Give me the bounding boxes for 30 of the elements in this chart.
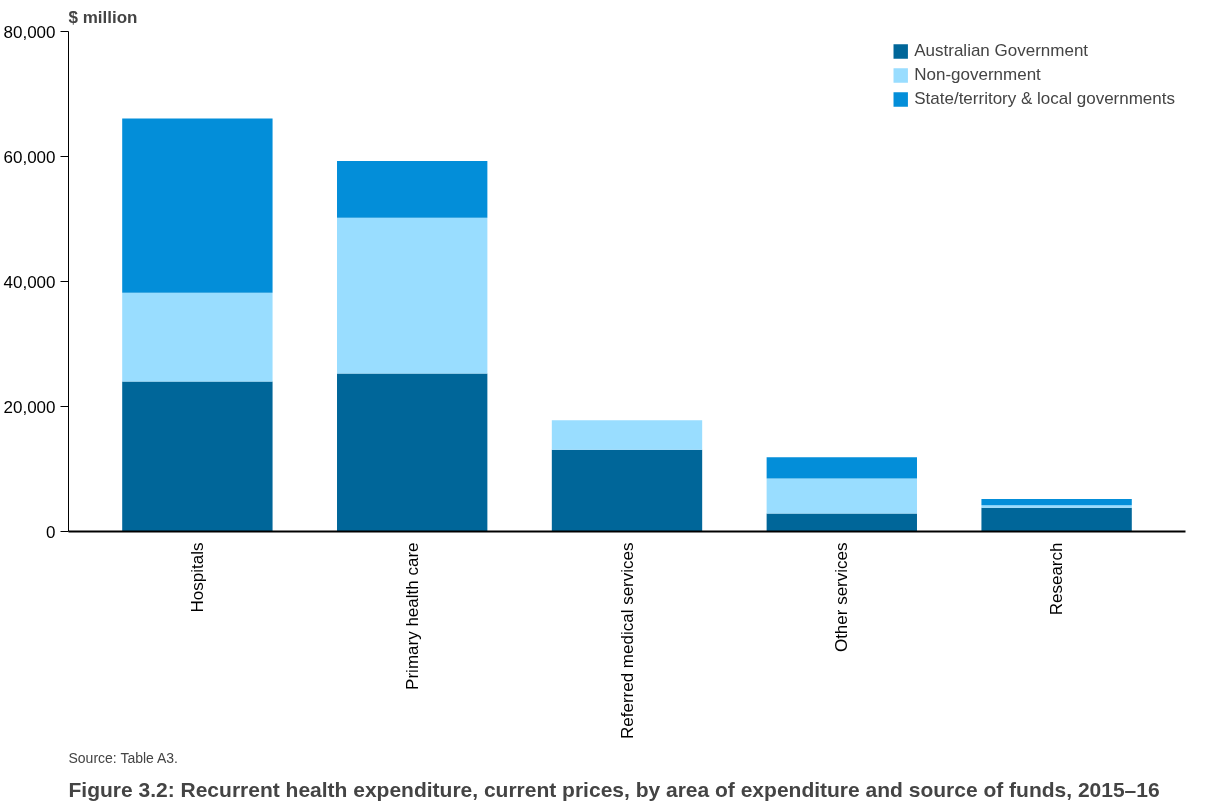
source-note: Source: Table A3. [68,749,178,766]
y-tick-label: 80,000 [3,22,56,42]
bar [981,507,1132,532]
bar [551,420,703,450]
y-axis-title: $ million [68,7,138,27]
bar [981,505,1132,508]
bar [337,217,488,374]
bar [122,381,273,532]
x-tick-label: Other services [832,542,852,653]
legend-label: State/territory & local governments [914,89,1175,109]
x-tick-label: Research [1047,542,1067,616]
bar [766,457,917,479]
x-tick-label: Referred medical services [617,542,637,740]
y-tick-label: 40,000 [3,272,56,292]
y-tick-label: 20,000 [3,397,56,417]
bar [122,292,273,382]
bar [981,499,1132,506]
x-tick-label: Hospitals [187,542,207,613]
bar [766,513,917,532]
y-tick-label: 60,000 [3,147,56,167]
y-tick-label: 0 [46,522,56,542]
x-tick-label: Primary health care [402,542,422,690]
bar [122,118,273,293]
text: Figure 3.2: Recurrent health expenditure, current prices, by area of expenditure and source of funds, 2015–16 [68,777,1160,801]
legend-label: Australian Government [914,41,1089,61]
bar [766,478,917,514]
bar [337,160,488,218]
bar [551,449,703,532]
bar [337,373,488,532]
legend-label: Non-government [914,65,1041,85]
